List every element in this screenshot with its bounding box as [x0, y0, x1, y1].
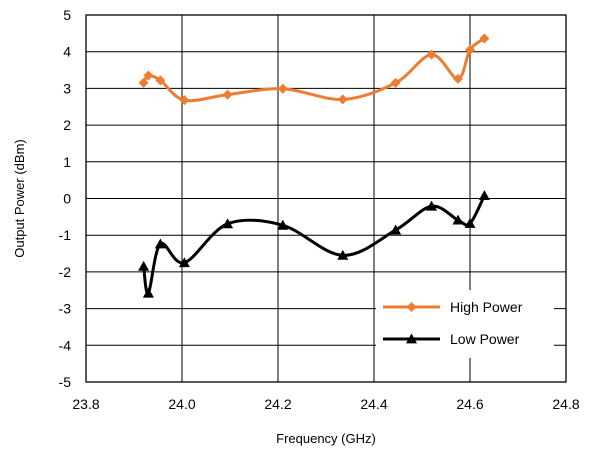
data-point-low-power: [426, 200, 438, 211]
data-point-high-power: [222, 89, 233, 100]
data-point-low-power: [142, 287, 154, 298]
plot-area-border: [85, 14, 567, 383]
y-tick-label: -3: [59, 301, 72, 317]
data-point-high-power: [390, 77, 401, 88]
x-tick-label: 24.6: [456, 396, 483, 412]
y-tick-labels: -5 -4 -3 -2 -1 0 1 2 3 4 5: [59, 7, 72, 390]
legend-marker-high-power: [406, 302, 417, 312]
x-tick-labels: 23.8 24.0 24.2 24.4 24.6 24.8: [72, 396, 579, 412]
y-tick-label: 5: [63, 7, 71, 23]
data-point-high-power: [277, 83, 288, 94]
data-point-high-power: [138, 77, 149, 88]
y-tick-label: 2: [63, 117, 71, 133]
y-axis-title: Output Power (dBm): [12, 139, 27, 258]
data-point-low-power: [138, 260, 150, 271]
y-tick-label: 4: [63, 44, 71, 60]
data-point-low-power: [222, 218, 234, 229]
data-point-high-power: [155, 75, 166, 86]
y-tick-label: -1: [59, 227, 72, 243]
x-tick-label: 24.0: [168, 396, 195, 412]
legend-marker-low-power: [406, 333, 417, 344]
data-point-high-power: [143, 70, 154, 81]
series-low-power: [138, 190, 490, 298]
data-point-low-power: [452, 214, 464, 225]
legend: High Power Low Power: [376, 290, 554, 358]
y-tick-label: 3: [63, 80, 71, 96]
y-tick-label: -5: [59, 374, 72, 390]
data-point-low-power: [154, 238, 166, 249]
y-tick-label: 0: [63, 191, 71, 207]
series-layer: [138, 33, 490, 298]
data-point-low-power: [277, 219, 289, 230]
x-tick-label: 24.4: [360, 396, 387, 412]
data-point-high-power: [426, 49, 437, 60]
x-axis-title: Frequency (GHz): [276, 431, 376, 446]
legend-background: [376, 290, 554, 358]
data-point-high-power: [179, 95, 190, 106]
data-point-low-power: [178, 257, 190, 268]
y-tick-label: 1: [63, 154, 71, 170]
x-tick-label: 23.8: [72, 396, 99, 412]
data-point-high-power: [453, 73, 463, 84]
legend-label-low-power: Low Power: [450, 331, 520, 347]
data-point-low-power: [337, 249, 349, 260]
data-point-low-power: [464, 217, 476, 228]
data-point-high-power: [465, 44, 475, 55]
legend-label-high-power: High Power: [450, 299, 523, 315]
data-point-low-power: [478, 190, 490, 200]
x-tick-label: 24.2: [264, 396, 291, 412]
x-tick-label: 24.8: [552, 396, 579, 412]
y-tick-label: -2: [59, 264, 72, 280]
gridlines: [86, 15, 566, 382]
data-point-high-power: [479, 33, 490, 44]
data-point-high-power: [337, 94, 348, 105]
series-high-power: [138, 33, 490, 106]
y-tick-label: -4: [59, 337, 72, 353]
data-point-low-power: [390, 224, 402, 235]
